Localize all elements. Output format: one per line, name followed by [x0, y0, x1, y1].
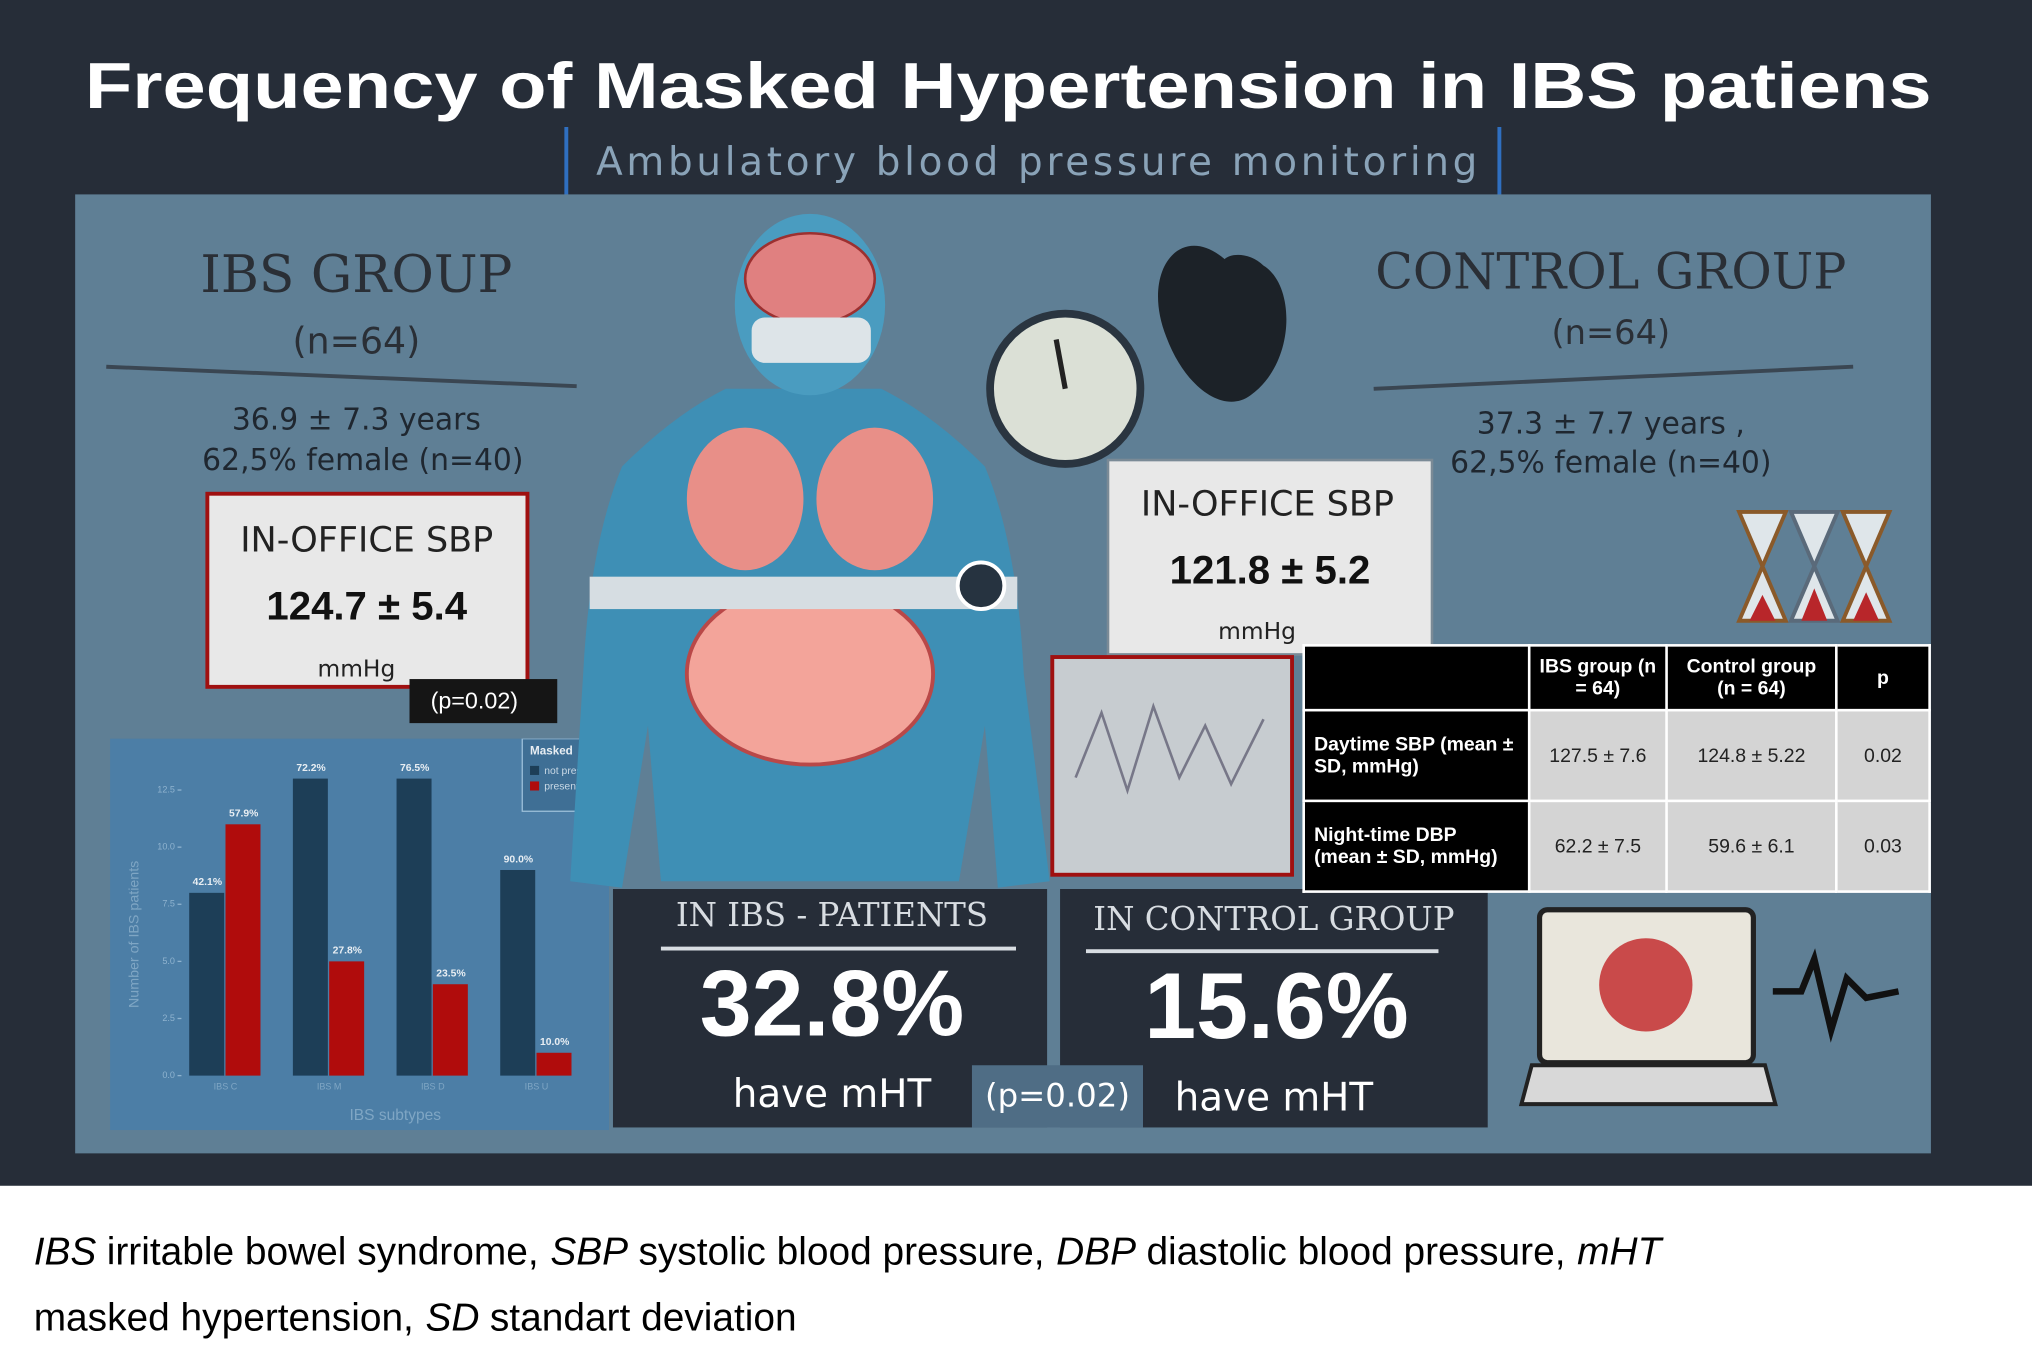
- legend-swatch: [530, 765, 540, 775]
- group-heading: CONTROL GROUP: [1375, 243, 1846, 301]
- sbp-label: IN-OFFICE SBP: [1141, 484, 1394, 524]
- sbp-unit: mmHg: [318, 655, 396, 682]
- sbp-box: [1106, 458, 1434, 656]
- bar: [225, 824, 261, 1076]
- clock-hand: [1053, 339, 1068, 390]
- y-tick-label: 10.0: [157, 842, 175, 852]
- heart-icon: [1158, 245, 1287, 402]
- table-header: p: [1835, 644, 1931, 712]
- laptop-icon: [1518, 907, 1900, 1107]
- sbp-label: IN-OFFICE SBP: [240, 521, 493, 561]
- table-header: IBS group (n = 64): [1527, 644, 1668, 712]
- value-label: 76.5%: [400, 763, 429, 774]
- cell: 62.2 ± 7.5: [1527, 799, 1668, 893]
- y-tick-label: 2.5: [162, 1013, 175, 1023]
- female: 62,5% female (n=40): [1450, 445, 1771, 480]
- chart: 0.0 2.5 5.0 7.5 10.0 12.5 Number of IBS patien…: [127, 738, 610, 1124]
- y-tick-label: 5.0: [162, 956, 175, 966]
- bar: [189, 892, 225, 1076]
- result-value: 32.8%: [700, 951, 965, 1055]
- value-label: 42.1%: [193, 877, 222, 888]
- cell: 0.03: [1835, 799, 1931, 893]
- cell: 124.8 ± 5.22: [1665, 708, 1838, 803]
- y-axis-label: Number of IBS patients: [127, 861, 143, 1008]
- caption-abbr: IBS: [34, 1231, 97, 1274]
- caption-abbr: SBP: [550, 1231, 628, 1274]
- legend-label: present: [544, 781, 579, 792]
- subtitle: Ambulatory blood pressure monitoring: [596, 140, 1477, 185]
- result-heading: IN CONTROL GROUP: [1093, 900, 1454, 938]
- result-text: have mHT: [733, 1072, 932, 1117]
- sbp-box: [205, 491, 530, 689]
- table: IBS group (n = 64) Control group (n = 64…: [1302, 644, 1931, 893]
- caption: masked hypertension, SD standart deviation: [34, 1297, 797, 1340]
- caption-text: irritable bowel syndrome,: [107, 1231, 539, 1274]
- x-tick-label: IBS U: [525, 1082, 549, 1092]
- value-label: 90.0%: [504, 854, 533, 865]
- rule: [106, 364, 577, 389]
- x-tick-label: IBS D: [421, 1082, 445, 1092]
- value-label: 27.8%: [333, 946, 362, 957]
- title: Frequency of Masked Hypertension in IBS …: [85, 49, 1932, 122]
- sbp-unit: mmHg: [1218, 618, 1296, 645]
- y-tick-label: 7.5: [162, 899, 175, 909]
- cell: 59.6 ± 6.1: [1665, 799, 1838, 893]
- caption-text: masked hypertension,: [34, 1297, 414, 1340]
- p-box: [409, 679, 558, 724]
- y-tick-label: 0.0: [162, 1070, 175, 1080]
- legend-label: not present: [544, 766, 596, 777]
- caption-text: diastolic blood pressure,: [1146, 1231, 1565, 1274]
- monitor-trace: [1074, 702, 1265, 795]
- value-label: 57.9%: [229, 809, 258, 820]
- row-label: Daytime SBP (mean ± SD, mmHg): [1302, 708, 1531, 803]
- p-value: (p=0.02): [431, 688, 518, 714]
- group-n: (n=64): [292, 319, 420, 362]
- caption: IBS irritable bowel syndrome, SBP systolic …: [34, 1231, 1665, 1274]
- cell: 0.02: [1835, 708, 1931, 803]
- caption-text: systolic blood pressure,: [638, 1231, 1044, 1274]
- caption-abbr: mHT: [1577, 1231, 1664, 1274]
- bar: [500, 869, 536, 1076]
- table-header: Control group (n = 64): [1665, 644, 1838, 712]
- result-text: have mHT: [1175, 1076, 1374, 1121]
- bar: [396, 778, 432, 1076]
- monitor-graph: [1050, 655, 1294, 877]
- x-axis-label: IBS subtypes: [349, 1107, 441, 1124]
- x-tick-label: IBS M: [317, 1082, 342, 1092]
- figure-illustration: [570, 213, 1050, 888]
- caption-text: standart deviation: [490, 1297, 797, 1340]
- bar: [536, 1052, 572, 1076]
- clock-icon: [986, 309, 1145, 468]
- group-n: (n=64): [1551, 313, 1670, 352]
- y-tick-label: 12.5: [157, 784, 175, 794]
- result-heading: IN IBS - PATIENTS: [676, 896, 988, 934]
- legend-title: Masked: [530, 745, 573, 758]
- age: 37.3 ± 7.7 years ,: [1477, 407, 1745, 442]
- value-label: 72.2%: [296, 763, 325, 774]
- sbp-value: 124.7 ± 5.4: [266, 584, 467, 629]
- p-box: [971, 1065, 1144, 1128]
- result-value: 15.6%: [1144, 954, 1409, 1058]
- hourglass-icons: [1736, 509, 1893, 623]
- cell: 127.5 ± 7.6: [1527, 708, 1668, 803]
- bar: [292, 778, 328, 1076]
- value-label: 23.5%: [436, 969, 465, 980]
- group-heading: IBS GROUP: [200, 245, 512, 305]
- caption-abbr: DBP: [1056, 1231, 1136, 1274]
- sbp-value: 121.8 ± 5.2: [1170, 547, 1371, 592]
- caption-abbr: SD: [426, 1297, 480, 1340]
- p-value: (p=0.02): [985, 1077, 1130, 1115]
- table-corner: [1302, 644, 1531, 712]
- value-label: 10.0%: [540, 1037, 569, 1048]
- bar: [432, 984, 468, 1076]
- row-label: Night-time DBP (mean ± SD, mmHg): [1302, 799, 1531, 893]
- age: 36.9 ± 7.3 years: [232, 403, 481, 438]
- bar: [329, 961, 365, 1076]
- legend-swatch: [530, 781, 540, 791]
- x-tick-label: IBS C: [214, 1082, 238, 1092]
- rule: [1373, 364, 1854, 391]
- female: 62,5% female (n=40): [202, 443, 523, 478]
